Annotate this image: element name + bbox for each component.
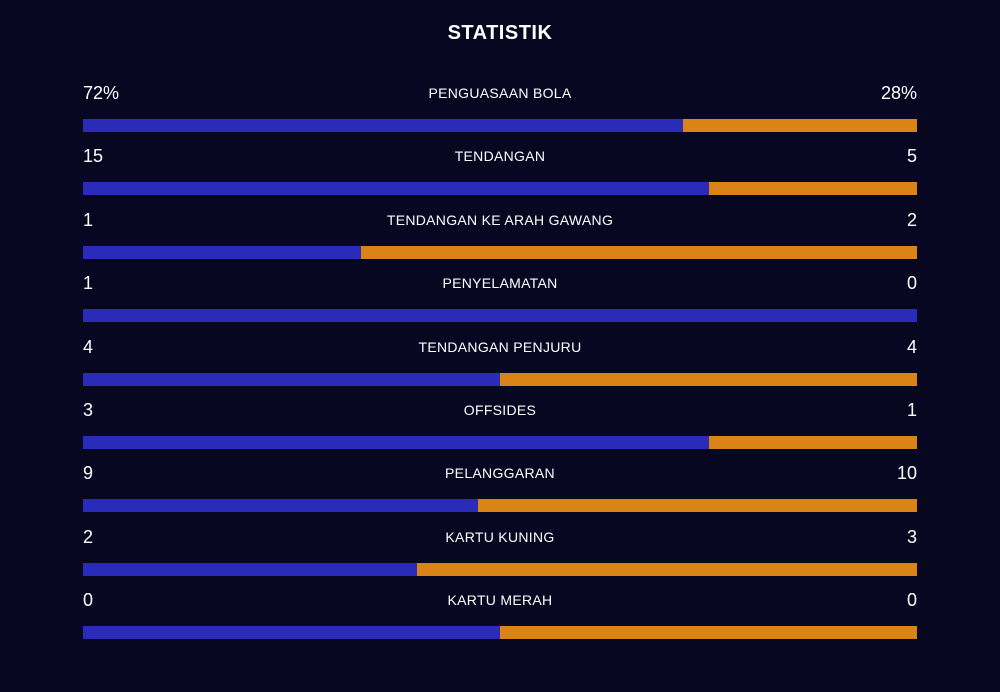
stat-label: OFFSIDES [463,401,537,418]
home-bar-fill [83,499,479,513]
stat-label: PENGUASAAN BOLA [428,85,572,101]
away-value: 2 [906,209,917,230]
away-bar-fill [478,499,917,513]
away-value: 5 [906,146,917,167]
home-value: 1 [83,209,94,230]
home-value: 9 [83,463,94,484]
stat-row-shots-on-target: 1 TENDANGAN KE ARAH GAWANG 2 [83,207,917,270]
stat-row-offsides: 3 OFFSIDES 1 [83,397,917,460]
home-bar-fill [83,562,417,576]
stats-list: 72% PENGUASAAN BOLA 28% 15 TENDANGAN 5 1… [83,80,917,651]
home-value: 3 [83,399,94,420]
stat-label: PENYELAMATAN [442,275,558,292]
comparison-bar [83,626,917,640]
stat-label: TENDANGAN [454,148,546,165]
home-bar-fill [83,119,684,132]
home-value: 72% [83,83,120,103]
stat-row-saves: 1 PENYELAMATAN 0 [83,270,917,333]
home-bar-fill [83,182,709,196]
stat-row-shots: 15 TENDANGAN 5 [83,143,917,206]
stat-label: KARTU MERAH [447,592,553,609]
home-bar-fill [83,435,709,449]
stat-row-possession: 72% PENGUASAAN BOLA 28% [83,80,917,143]
comparison-bar [83,562,917,576]
home-bar-fill [83,372,500,386]
stat-label: TENDANGAN PENJURU [418,338,582,355]
comparison-bar [83,309,917,323]
away-bar-fill [500,372,917,386]
stat-row-yellow-cards: 2 KARTU KUNING 3 [83,524,917,587]
away-bar-fill [683,119,917,132]
comparison-bar [83,119,917,132]
away-value: 0 [906,273,917,294]
stat-row-corners: 4 TENDANGAN PENJURU 4 [83,334,917,397]
home-value: 15 [83,146,104,167]
away-bar-fill [500,626,917,640]
stat-row-header: 72% PENGUASAAN BOLA 28% [83,80,917,106]
away-bar-fill [708,182,917,196]
away-value: 28% [880,83,917,103]
away-value: 4 [906,336,917,357]
comparison-bar [83,435,917,449]
home-bar-fill [83,626,500,640]
stat-label: PELANGGARAN [445,465,555,482]
comparison-bar [83,499,917,513]
stat-row-header: 4 TENDANGAN PENJURU 4 [83,334,917,360]
stat-row-header: 15 TENDANGAN 5 [83,143,917,169]
page-title: STATISTIK [447,22,553,44]
stat-label: KARTU KUNING [445,528,555,545]
away-bar-fill [708,435,917,449]
away-value: 10 [896,463,917,484]
home-bar-fill [83,245,361,259]
away-value: 3 [906,526,917,547]
home-bar-fill [83,309,917,323]
home-value: 2 [83,526,94,547]
stat-label: TENDANGAN KE ARAH GAWANG [386,211,614,228]
stat-row-header: 3 OFFSIDES 1 [83,397,917,423]
comparison-bar [83,372,917,386]
stat-row-header: 0 KARTU MERAH 0 [83,587,917,613]
comparison-bar [83,245,917,259]
home-value: 1 [83,273,94,294]
comparison-bar [83,182,917,196]
stat-row-header: 2 KARTU KUNING 3 [83,524,917,550]
away-value: 1 [906,399,917,420]
away-value: 0 [906,590,917,611]
stat-row-fouls: 9 PELANGGARAN 10 [83,460,917,523]
away-bar-fill [360,245,917,259]
stat-row-header: 1 TENDANGAN KE ARAH GAWANG 2 [83,207,917,233]
stat-row-header: 1 PENYELAMATAN 0 [83,270,917,296]
stat-row-red-cards: 0 KARTU MERAH 0 [83,587,917,650]
home-value: 4 [83,336,94,357]
home-value: 0 [83,590,94,611]
stat-row-header: 9 PELANGGARAN 10 [83,460,917,486]
away-bar-fill [416,562,917,576]
